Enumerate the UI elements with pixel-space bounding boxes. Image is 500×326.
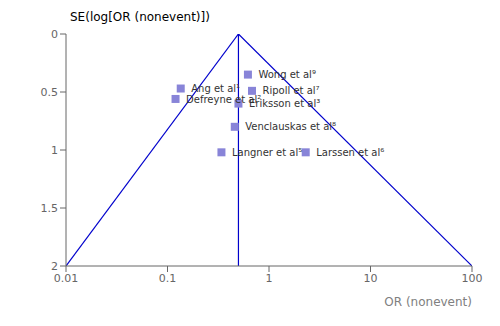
svg-text:Ripoll et al⁷: Ripoll et al⁷ xyxy=(263,85,320,96)
svg-text:1: 1 xyxy=(51,144,58,157)
svg-text:0.1: 0.1 xyxy=(159,272,177,285)
svg-text:Defreyne et al²: Defreyne et al² xyxy=(186,93,262,105)
svg-text:Venclauskas et al⁸: Venclauskas et al⁸ xyxy=(245,121,336,132)
svg-text:100: 100 xyxy=(462,272,483,285)
svg-text:0.5: 0.5 xyxy=(41,86,59,99)
svg-text:0.01: 0.01 xyxy=(54,272,79,285)
html-text:SE(log[OR (nonevent)]): SE(log[OR (nonevent)]) xyxy=(70,10,210,24)
svg-text:OR (nonevent): OR (nonevent) xyxy=(384,295,472,309)
svg-text:Wong et al⁹: Wong et al⁹ xyxy=(258,69,315,80)
svg-text:10: 10 xyxy=(364,272,378,285)
svg-text:2: 2 xyxy=(51,260,58,273)
svg-text:0: 0 xyxy=(51,28,58,41)
svg-text:1.5: 1.5 xyxy=(41,202,59,215)
svg-text:Ang et al¹: Ang et al¹ xyxy=(191,83,240,94)
svg-text:Langner et al⁵: Langner et al⁵ xyxy=(232,147,302,158)
svg-text:Eriksson et al³: Eriksson et al³ xyxy=(249,98,320,109)
svg-text:Larssen et al⁶: Larssen et al⁶ xyxy=(316,147,384,158)
svg-text:1: 1 xyxy=(266,272,273,285)
